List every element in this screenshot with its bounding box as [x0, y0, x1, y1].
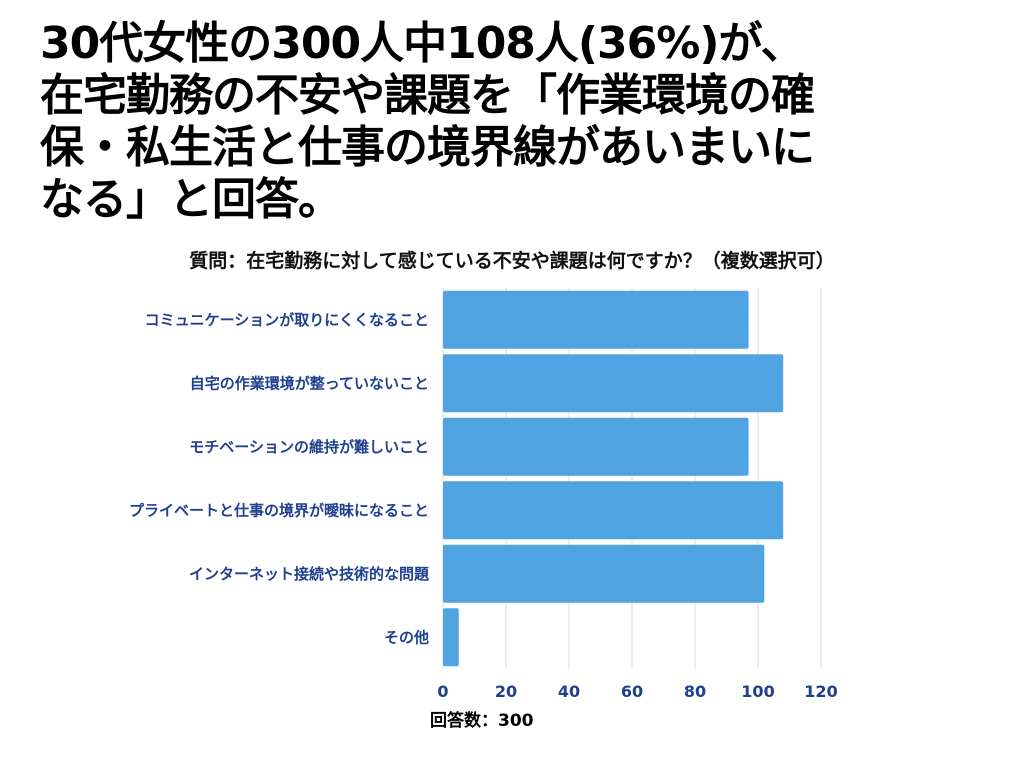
category-label: インターネット接続や技術的な問題 — [189, 565, 430, 583]
x-tick-label: 0 — [437, 682, 448, 700]
bar-chart: コミュニケーションが取りにくくなること自宅の作業環境が整っていないことモチベーシ… — [129, 288, 838, 700]
category-label: プライベートと仕事の境界が曖昧になること — [129, 501, 429, 519]
x-tick-label: 80 — [684, 682, 706, 700]
chart-title: 質問：在宅勤務に対して感じている不安や課題は何ですか？（複数選択可） — [189, 250, 835, 272]
category-label: 自宅の作業環境が整っていないこと — [190, 374, 429, 392]
bar — [443, 481, 784, 540]
category-label: その他 — [384, 628, 429, 646]
x-tick-label: 60 — [621, 682, 643, 700]
x-axis-label: 回答数：300 — [430, 711, 534, 731]
x-tick-label: 100 — [741, 682, 774, 700]
category-label: コミュニケーションが取りにくくなること — [145, 311, 429, 329]
category-label: モチベーションの維持が難しいこと — [189, 438, 429, 456]
x-tick-label: 120 — [804, 682, 837, 700]
headline-line: 30代女性の300人中108人(36%)が、 — [40, 18, 805, 69]
bar — [443, 544, 765, 603]
bar — [443, 608, 459, 667]
headline: 30代女性の300人中108人(36%)が、 在宅勤務の不安や課題を「作業環境の… — [40, 18, 1000, 226]
bar — [443, 354, 784, 413]
x-tick-label: 40 — [558, 682, 580, 700]
headline-line: 保・私生活と仕事の境界線があいまいに — [40, 122, 815, 173]
bar — [443, 417, 749, 476]
headline-line: 在宅勤務の不安や課題を「作業環境の確 — [40, 70, 815, 121]
bar — [443, 290, 749, 349]
headline-line: なる」と回答。 — [40, 174, 342, 225]
x-tick-label: 20 — [495, 682, 517, 700]
